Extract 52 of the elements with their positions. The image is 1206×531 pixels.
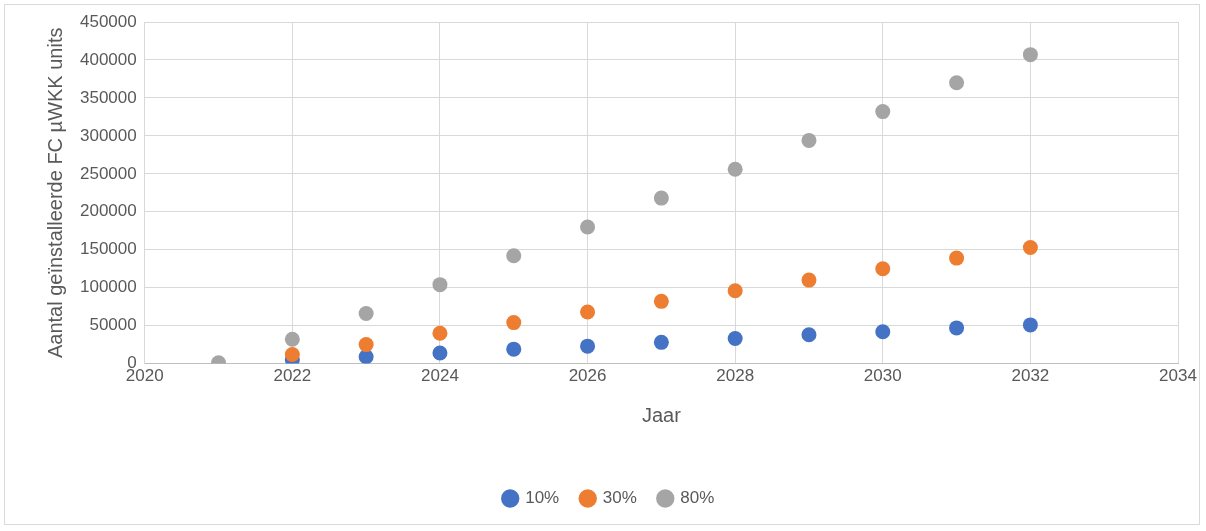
point [580,304,596,320]
point [506,248,522,264]
point [949,250,965,266]
y-tick-label: 400000 [79,49,137,69]
point [432,345,448,361]
y-tick-label: 200000 [79,201,137,221]
point [949,320,965,336]
legend-label: 10% [525,488,560,508]
point [358,306,374,321]
point [580,338,596,354]
y-tick-label: 150000 [79,239,137,259]
point [727,161,743,177]
point [875,261,891,277]
x-tick-label: 2024 [421,366,459,386]
y-axis-title: Aantal geïnstalleerde FC µWKK units [43,27,66,359]
point [727,283,743,299]
y-tick-label: 450000 [79,11,137,31]
x-tick-label: 2030 [863,366,902,386]
x-tick-label: 2026 [568,366,607,386]
point [1022,317,1038,333]
point [432,277,448,293]
point [727,331,743,347]
point [506,341,522,357]
point [506,315,522,331]
x-axis-title: Jaar [641,403,682,426]
legend-label: 80% [680,488,715,508]
point [284,331,300,347]
point [875,324,891,340]
point [949,75,965,91]
point [875,104,891,120]
y-tick-label: 50000 [89,315,137,335]
point [1022,47,1038,63]
point [801,272,817,288]
y-tick-label: 300000 [79,125,137,145]
x-tick-label: 2032 [1011,366,1050,386]
point [358,337,374,353]
point [801,132,817,148]
point [653,334,669,350]
point [580,219,596,235]
legend-label: 30% [602,488,637,508]
y-tick-label: 250000 [79,163,137,183]
x-tick-label: 2028 [716,366,755,386]
point [653,190,669,206]
point [432,325,448,341]
point [284,346,300,362]
y-tick-label: 100000 [79,277,137,297]
y-tick-label: 350000 [79,87,137,107]
point [1022,239,1038,255]
point [653,293,669,309]
point [801,327,817,343]
x-tick-label: 2034 [1159,366,1197,386]
x-tick-label: 2022 [273,366,312,386]
